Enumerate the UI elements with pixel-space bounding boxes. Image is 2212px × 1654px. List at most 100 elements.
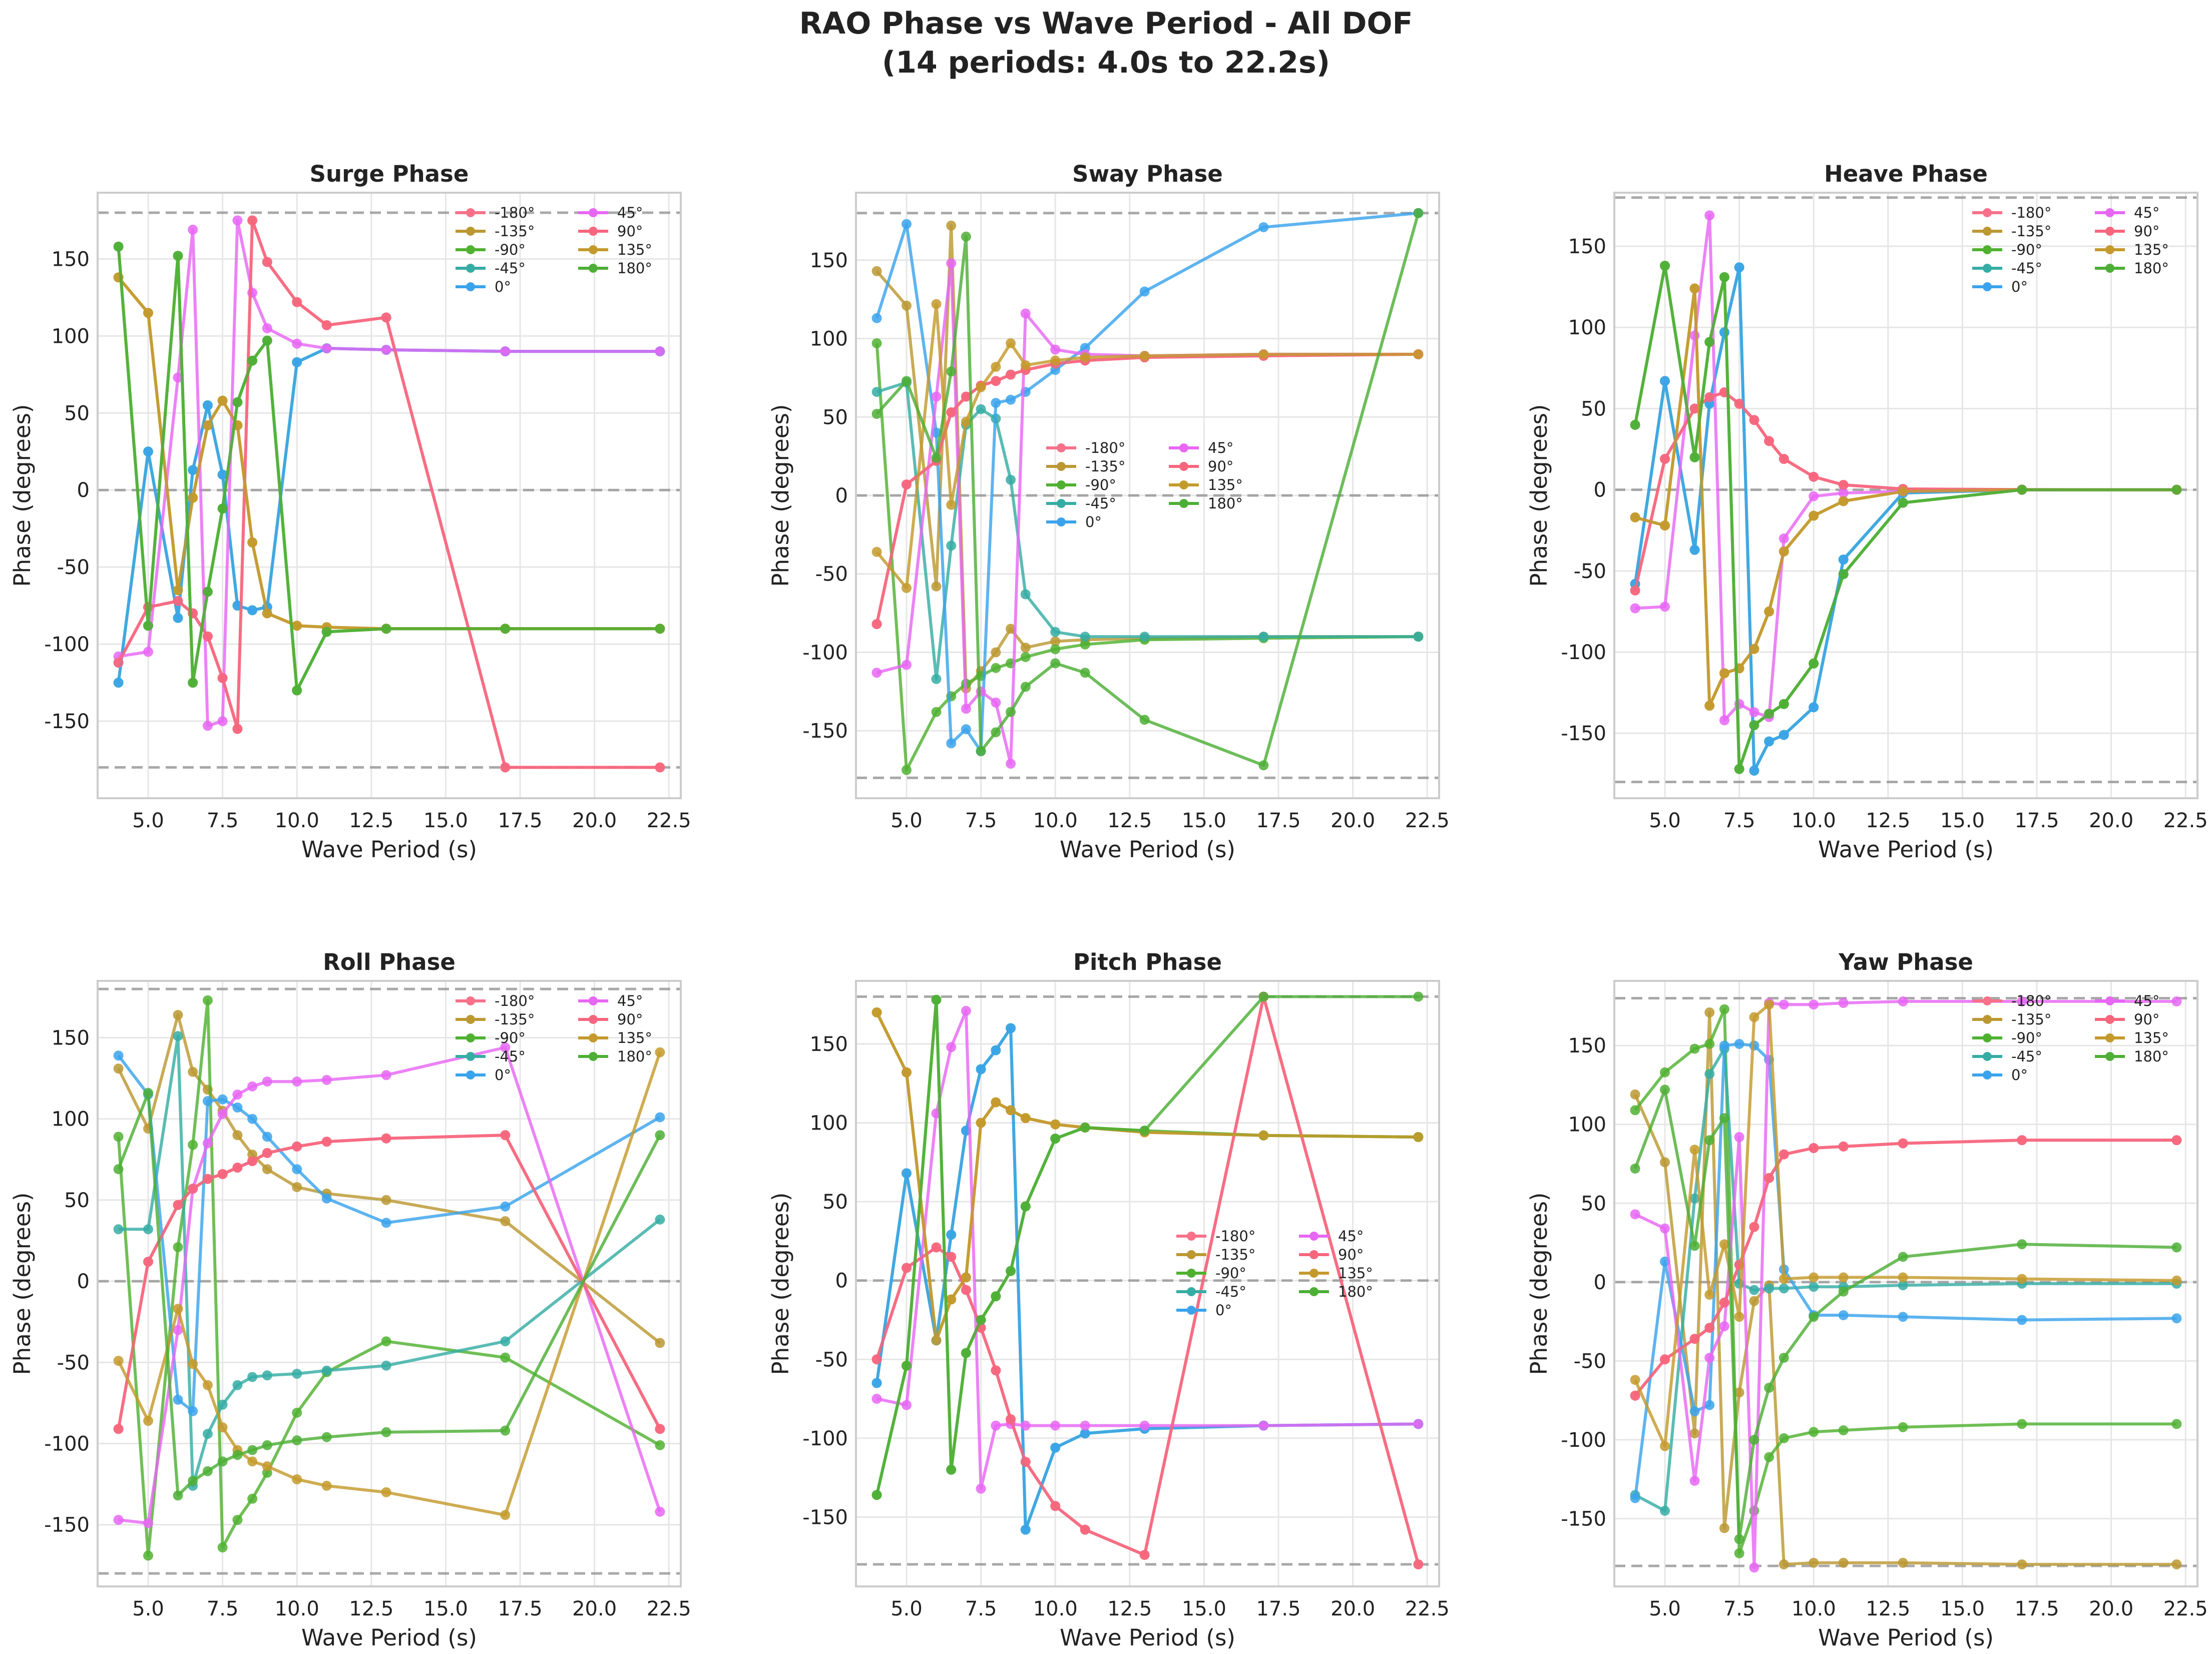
surge-phase-x-tick-label: 20.0 xyxy=(572,809,617,832)
sway-phase-point-45deg xyxy=(946,258,956,268)
yaw-phase-point-90deg xyxy=(1719,1298,1729,1308)
yaw-phase-point-minus-135deg xyxy=(1839,1558,1849,1568)
heave-phase-legend-label: 135° xyxy=(2134,241,2169,258)
sway-phase-point-180deg xyxy=(1258,760,1268,770)
sway-phase-chart: 5.0 7.5 10.0 12.5 15.0 17.5 20.0 22.5 -150 -100 -5… xyxy=(767,161,1450,863)
yaw-phase-title: Yaw Phase xyxy=(1838,949,1973,975)
roll-phase-point-minus-90deg xyxy=(114,1132,124,1142)
yaw-phase-point-180deg xyxy=(1839,1287,1849,1297)
surge-phase-point-45deg xyxy=(218,716,228,726)
roll-phase-x-tick-label: 17.5 xyxy=(498,1597,542,1620)
sway-phase-legend-marker xyxy=(1057,517,1066,526)
sway-phase-legend-label: 0° xyxy=(1085,513,1102,530)
roll-phase-point-90deg xyxy=(322,1137,332,1147)
sway-phase-point-minus-135deg xyxy=(1021,643,1031,653)
surge-phase-point-90deg xyxy=(655,762,665,772)
sway-phase-point-135deg xyxy=(932,299,942,309)
sway-phase-point-135deg xyxy=(902,583,912,593)
sway-phase-point-minus-135deg xyxy=(902,301,912,311)
roll-phase-point-135deg xyxy=(143,1416,153,1426)
sway-phase-point-0deg xyxy=(961,724,971,734)
yaw-phase-legend-label: -135° xyxy=(2011,1011,2051,1028)
roll-phase-point-180deg xyxy=(247,1445,257,1455)
roll-phase-point-0deg xyxy=(173,1395,183,1405)
sway-phase-point-180deg xyxy=(1080,668,1090,678)
surge-phase-title: Surge Phase xyxy=(310,161,469,187)
roll-phase-x-tick-label: 22.5 xyxy=(647,1597,691,1620)
yaw-phase-legend-marker xyxy=(2105,1033,2114,1042)
roll-phase-point-0deg xyxy=(381,1218,391,1228)
heave-phase-point-90deg xyxy=(1630,586,1640,596)
surge-phase-legend-label: 135° xyxy=(617,241,652,258)
heave-phase-x-tick-label: 5.0 xyxy=(1649,809,1681,832)
roll-phase-point-90deg xyxy=(292,1142,302,1152)
sway-phase-point-0deg xyxy=(872,313,882,323)
sway-phase-point-45deg xyxy=(1021,308,1031,318)
sway-phase-title: Sway Phase xyxy=(1072,161,1223,187)
heave-phase-point-90deg xyxy=(1734,399,1744,409)
roll-phase-legend-marker xyxy=(589,1052,598,1061)
sway-phase-point-minus-135deg xyxy=(991,648,1001,658)
heave-phase-point-135deg xyxy=(1779,546,1789,557)
yaw-phase-point-90deg xyxy=(1839,1142,1849,1152)
heave-phase-x-tick-label: 10.0 xyxy=(1792,809,1836,832)
roll-phase-point-minus-90deg xyxy=(232,1515,242,1525)
roll-phase-point-minus-90deg xyxy=(218,1542,228,1552)
yaw-phase-legend-label: -90° xyxy=(2011,1029,2042,1046)
surge-phase-y-axis-label: Phase (degrees) xyxy=(9,404,36,587)
pitch-phase-point-180deg xyxy=(932,995,942,1005)
sway-phase-point-90deg xyxy=(872,619,882,629)
pitch-phase-x-tick-label: 22.5 xyxy=(1405,1597,1450,1620)
roll-phase-point-180deg xyxy=(188,1476,198,1486)
pitch-phase-point-45deg xyxy=(1080,1421,1090,1431)
roll-phase-point-45deg xyxy=(292,1076,302,1086)
surge-phase-point-135deg xyxy=(218,396,228,406)
pitch-phase-point-180deg xyxy=(961,1348,971,1358)
pitch-phase-point-180deg xyxy=(946,1465,956,1475)
heave-phase-point-180deg xyxy=(2171,485,2181,495)
pitch-phase-point-90deg xyxy=(1050,1501,1060,1511)
sway-phase-point-0deg xyxy=(902,219,912,229)
sway-phase-point-180deg xyxy=(1021,682,1031,692)
yaw-phase-legend-marker xyxy=(1983,996,1992,1005)
surge-phase-y-tick-label: 50 xyxy=(64,402,90,425)
sway-phase-point-minus-90deg xyxy=(872,338,882,348)
sway-phase-point-minus-45deg xyxy=(1050,627,1060,637)
roll-phase-point-180deg xyxy=(381,1427,391,1437)
roll-phase-point-135deg xyxy=(292,1474,302,1484)
surge-phase-x-tick-label: 22.5 xyxy=(647,809,691,832)
pitch-phase-legend-marker xyxy=(1309,1250,1318,1259)
sway-phase-point-135deg xyxy=(991,362,1001,372)
yaw-phase-point-minus-90deg xyxy=(2017,1419,2027,1429)
heave-phase-legend-label: 45° xyxy=(2134,204,2159,221)
pitch-phase-point-45deg xyxy=(1050,1421,1060,1431)
pitch-phase-x-tick-label: 17.5 xyxy=(1256,1597,1300,1620)
pitch-phase-legend-label: 0° xyxy=(1215,1302,1232,1319)
roll-phase-chart: 5.0 7.5 10.0 12.5 15.0 17.5 20.0 22.5-150-100-5… xyxy=(9,949,691,1651)
sway-phase-point-180deg xyxy=(1006,707,1016,717)
roll-phase-legend-label: -135° xyxy=(495,1011,535,1028)
yaw-phase-point-0deg xyxy=(1734,1039,1744,1049)
sway-phase-legend-label: -45° xyxy=(1085,495,1116,512)
pitch-phase-point-45deg xyxy=(946,1042,956,1052)
sway-phase-point-180deg xyxy=(946,366,956,376)
heave-phase-point-180deg xyxy=(1734,764,1744,774)
surge-phase-y-tick-label: -150 xyxy=(44,710,90,733)
yaw-phase-point-45deg xyxy=(1690,1476,1700,1486)
surge-phase-point-90deg xyxy=(232,724,242,734)
sway-phase-point-minus-45deg xyxy=(976,404,986,414)
sway-phase-point-90deg xyxy=(991,376,1001,386)
pitch-phase-x-tick-label: 15.0 xyxy=(1182,1597,1226,1620)
pitch-phase-point-0deg xyxy=(1021,1525,1031,1535)
sway-phase-point-45deg xyxy=(902,660,912,670)
yaw-phase-point-45deg xyxy=(1898,996,1908,1006)
roll-phase-point-0deg xyxy=(292,1164,302,1174)
surge-phase-point-135deg xyxy=(188,493,198,503)
pitch-phase-point-180deg xyxy=(1021,1202,1031,1212)
roll-phase-legend-label: 135° xyxy=(617,1029,652,1046)
pitch-phase-point-180deg xyxy=(1050,1134,1060,1144)
heave-phase-y-tick-label: -50 xyxy=(1574,560,1606,583)
sway-phase-point-135deg xyxy=(946,500,956,510)
sway-phase-point-180deg xyxy=(976,746,986,756)
sway-phase-point-135deg xyxy=(1050,355,1060,365)
